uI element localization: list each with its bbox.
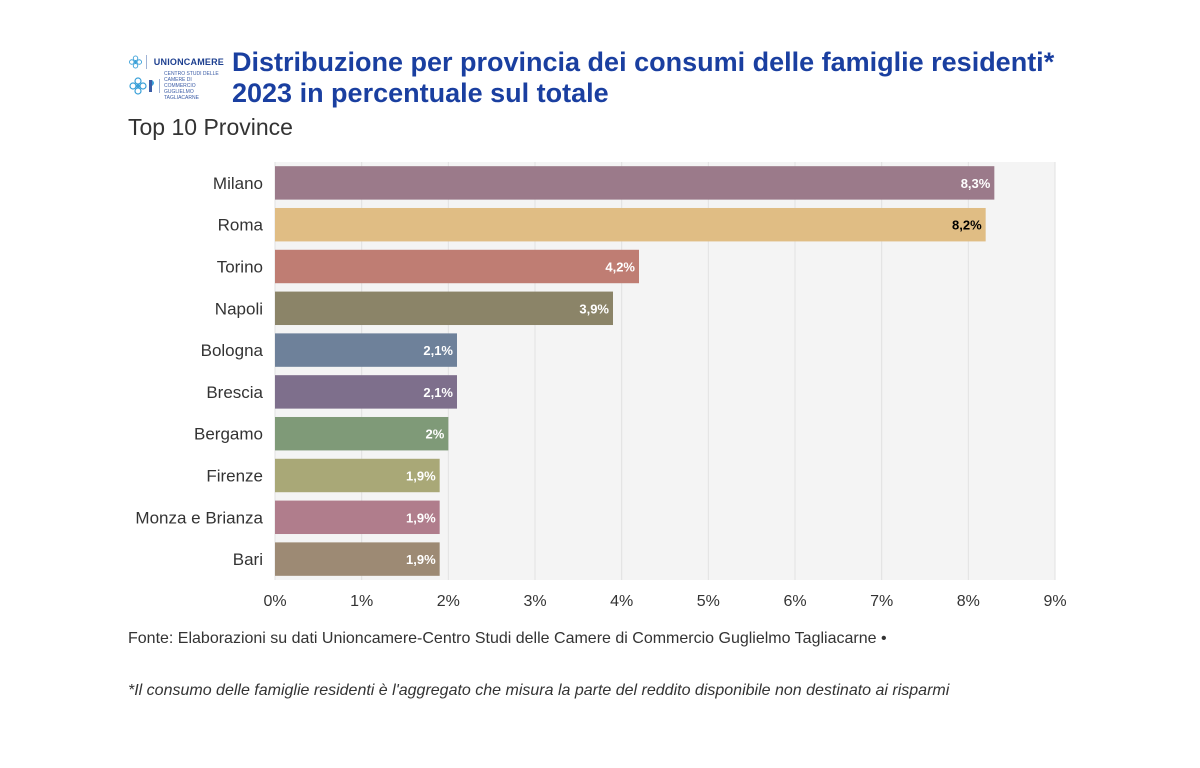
x-tick-label: 7% xyxy=(870,593,893,610)
bar xyxy=(275,207,986,242)
data-label: 2% xyxy=(426,427,445,442)
x-tick-label: 8% xyxy=(957,593,980,610)
x-tick-label: 3% xyxy=(523,593,546,610)
data-label: 1,9% xyxy=(406,469,436,484)
source-text: Fonte: Elaborazioni su dati Unioncamere-… xyxy=(128,630,887,647)
data-label: 1,9% xyxy=(406,510,436,525)
chart-subtitle: Top 10 Province xyxy=(128,114,293,140)
data-label: 4,2% xyxy=(605,260,635,275)
category-label: Bari xyxy=(233,550,263,569)
logo: UNIONCAMERE CENTRO STUDI DELLE CAMERE DI… xyxy=(128,50,224,102)
data-label: 8,2% xyxy=(952,218,982,233)
logo-subtext: CENTRO STUDI DELLE CAMERE DI COMMERCIO G… xyxy=(164,71,219,101)
data-label: 2,1% xyxy=(423,385,453,400)
bar xyxy=(275,291,613,326)
x-tick-label: 9% xyxy=(1043,593,1066,610)
data-label: 3,9% xyxy=(579,301,609,316)
category-label: Napoli xyxy=(215,299,263,318)
category-label: Roma xyxy=(218,216,264,235)
centro-studi-mark-icon xyxy=(149,80,154,92)
bar-chart: 0% 1% 2% 3% 4% 5% 6% 7% 8% 9% Milano 8,3% Roma 8,2% To… xyxy=(135,162,1067,610)
data-label: 1,9% xyxy=(406,552,436,567)
category-label: Firenze xyxy=(206,467,263,486)
x-tick-label: 6% xyxy=(783,593,806,610)
category-label: Bologna xyxy=(201,341,264,360)
category-label: Bergamo xyxy=(194,425,263,444)
x-tick-label: 2% xyxy=(437,593,460,610)
bar xyxy=(275,542,440,576)
category-label: Brescia xyxy=(206,383,263,402)
x-tick-label: 1% xyxy=(350,593,373,610)
bar xyxy=(275,333,457,367)
bar xyxy=(275,416,449,451)
bar xyxy=(275,166,995,200)
unioncamere-flower-icon xyxy=(129,55,142,69)
data-label: 2,1% xyxy=(423,343,453,358)
bar xyxy=(275,375,457,409)
bar xyxy=(275,500,440,535)
x-tick-label: 4% xyxy=(610,593,633,610)
footnote-text: *Il consumo delle famiglie residenti è l… xyxy=(128,682,950,699)
logo-name: UNIONCAMERE xyxy=(153,57,224,67)
x-tick-label: 5% xyxy=(697,593,720,610)
x-tick-label: 0% xyxy=(263,593,286,610)
category-label: Milano xyxy=(213,174,263,193)
centro-studi-flower-icon xyxy=(129,77,147,95)
bar xyxy=(275,458,440,493)
chart-title: Distribuzione per provincia dei consumi … xyxy=(232,47,1055,108)
bar xyxy=(275,249,639,284)
data-label: 8,3% xyxy=(961,176,991,191)
category-label: Monza e Brianza xyxy=(135,508,263,527)
category-label: Torino xyxy=(217,258,263,277)
